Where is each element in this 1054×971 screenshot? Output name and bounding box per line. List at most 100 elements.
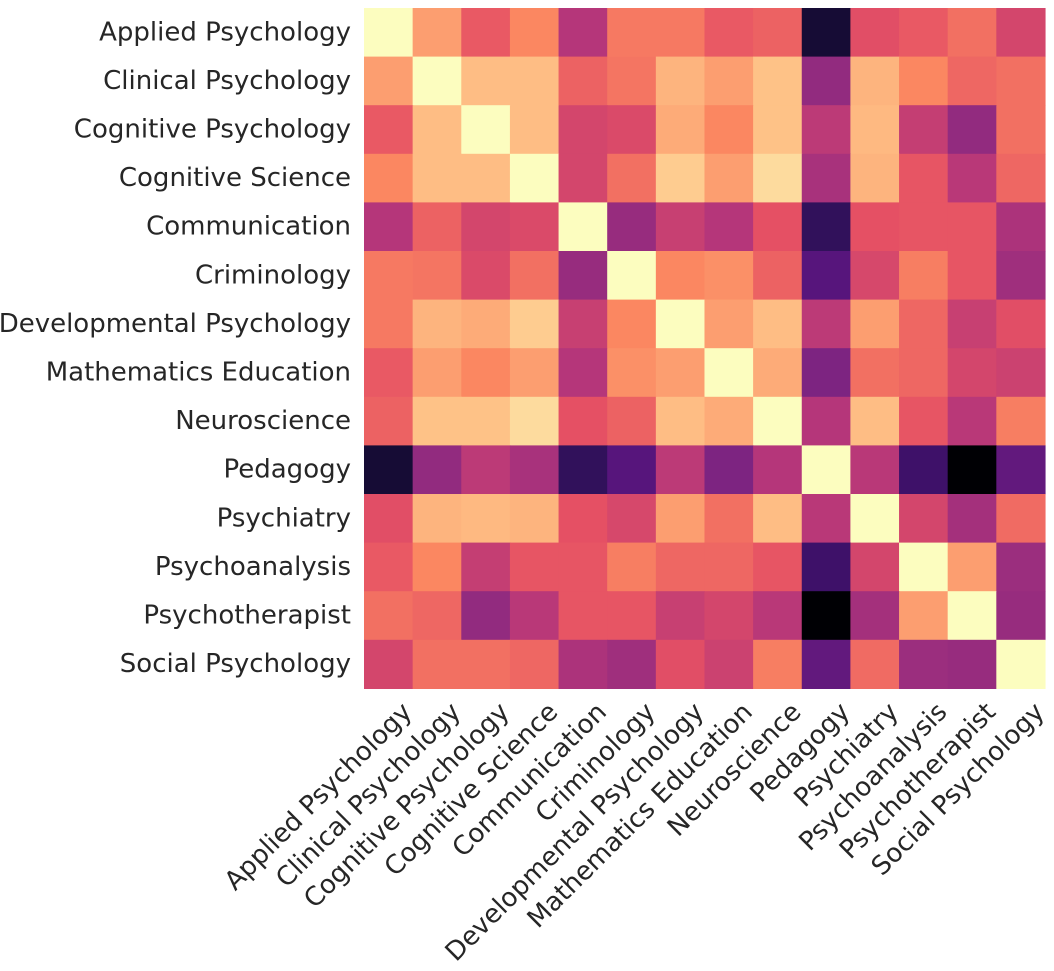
heatmap-cell — [461, 202, 511, 252]
heatmap-cell — [607, 445, 657, 495]
heatmap-cell — [509, 591, 560, 641]
y-tick-label: Developmental Psychology — [0, 309, 351, 339]
heatmap-cell — [509, 396, 560, 446]
heatmap-cell — [558, 202, 608, 252]
heatmap-cell — [509, 153, 560, 203]
heatmap-cell — [850, 494, 900, 544]
heatmap-cell — [753, 639, 803, 689]
heatmap-cell — [412, 639, 462, 689]
heatmap-cell — [947, 105, 997, 155]
heatmap-cell — [607, 639, 657, 689]
heatmap-cell — [461, 299, 511, 349]
heatmap-cell — [996, 8, 1046, 58]
y-tick-label: Cognitive Psychology — [74, 115, 351, 145]
heatmap-cell — [412, 153, 462, 203]
heatmap-cell — [753, 445, 803, 495]
heatmap-cell — [558, 8, 608, 58]
heatmap-cell — [899, 105, 949, 155]
heatmap-cell — [364, 494, 414, 544]
heatmap-cell — [364, 153, 414, 203]
heatmap-cell — [461, 445, 511, 495]
heatmap-cell — [947, 153, 997, 203]
heatmap-cell — [461, 105, 511, 155]
heatmap-cell — [364, 56, 414, 106]
heatmap-cell — [704, 153, 754, 203]
heatmap-cell — [461, 56, 511, 106]
heatmap-cell — [899, 494, 949, 544]
heatmap-cell — [461, 396, 511, 446]
heatmap-cell — [558, 56, 608, 106]
heatmap-cell — [753, 105, 803, 155]
heatmap-cell — [412, 542, 462, 592]
heatmap-cell — [607, 105, 657, 155]
heatmap-cell — [509, 494, 560, 544]
heatmap-cell — [801, 591, 851, 641]
heatmap-cell — [801, 299, 851, 349]
heatmap-cell — [364, 639, 414, 689]
heatmap-cell — [899, 591, 949, 641]
heatmap-cell — [509, 8, 560, 58]
heatmap-cell — [947, 494, 997, 544]
heatmap-cell — [704, 105, 754, 155]
heatmap-cell — [655, 105, 706, 155]
heatmap-cell — [509, 251, 560, 301]
heatmap-cell — [509, 445, 560, 495]
heatmap-cell — [558, 639, 608, 689]
heatmap-cell — [509, 56, 560, 106]
heatmap-cell — [509, 299, 560, 349]
y-tick-label: Cognitive Science — [119, 163, 351, 193]
heatmap-cell — [947, 251, 997, 301]
heatmap-cell — [801, 542, 851, 592]
heatmap-cell — [655, 639, 706, 689]
heatmap-cell — [509, 202, 560, 252]
y-tick-label: Social Psychology — [120, 649, 351, 679]
heatmap-cell — [899, 251, 949, 301]
heatmap-cell — [509, 542, 560, 592]
heatmap-cell — [850, 591, 900, 641]
heatmap-cell — [558, 542, 608, 592]
heatmap-cell — [801, 153, 851, 203]
heatmap-cell — [461, 153, 511, 203]
heatmap-cell — [461, 639, 511, 689]
heatmap-cell — [558, 591, 608, 641]
heatmap-cells — [364, 8, 1046, 689]
heatmap-cell — [753, 591, 803, 641]
heatmap-cell — [850, 56, 900, 106]
heatmap-cell — [850, 299, 900, 349]
heatmap-cell — [558, 251, 608, 301]
heatmap-cell — [996, 56, 1046, 106]
heatmap-cell — [412, 299, 462, 349]
heatmap-cell — [850, 348, 900, 398]
heatmap-cell — [655, 445, 706, 495]
heatmap-cell — [801, 494, 851, 544]
heatmap-cell — [801, 251, 851, 301]
heatmap-cell — [704, 299, 754, 349]
heatmap-cell — [996, 445, 1046, 495]
heatmap-cell — [607, 202, 657, 252]
heatmap-cell — [753, 542, 803, 592]
heatmap-cell — [364, 348, 414, 398]
heatmap-cell — [655, 542, 706, 592]
heatmap-cell — [412, 105, 462, 155]
heatmap-cell — [558, 153, 608, 203]
heatmap-cell — [753, 299, 803, 349]
heatmap-cell — [364, 299, 414, 349]
heatmap-cell — [753, 251, 803, 301]
heatmap-cell — [850, 639, 900, 689]
heatmap-cell — [655, 202, 706, 252]
heatmap-cell — [947, 8, 997, 58]
heatmap-cell — [704, 591, 754, 641]
heatmap-cell — [801, 8, 851, 58]
heatmap-cell — [704, 542, 754, 592]
heatmap-cell — [947, 542, 997, 592]
heatmap-cell — [850, 251, 900, 301]
heatmap-cell — [704, 251, 754, 301]
heatmap-cell — [607, 591, 657, 641]
heatmap-cell — [607, 56, 657, 106]
heatmap-cell — [364, 591, 414, 641]
heatmap-cell — [947, 348, 997, 398]
heatmap-cell — [899, 56, 949, 106]
heatmap-cell — [607, 251, 657, 301]
heatmap-cell — [850, 8, 900, 58]
